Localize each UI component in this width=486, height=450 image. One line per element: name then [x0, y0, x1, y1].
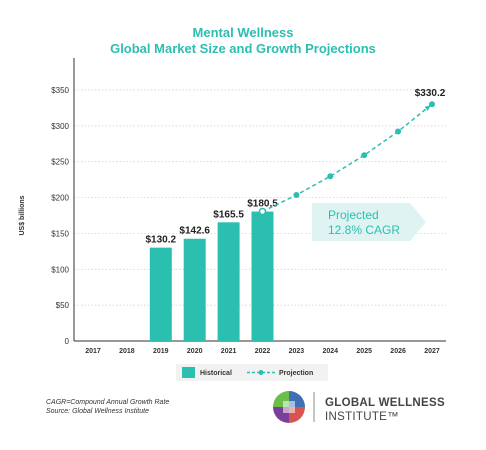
- y-tick-label: 0: [65, 337, 70, 346]
- bar: [183, 238, 206, 341]
- x-tick-label: 2020: [187, 348, 203, 355]
- cagr-callout-line2: 12.8% CAGR: [328, 223, 400, 237]
- bar-data-label: $165.5: [213, 209, 244, 220]
- projection-point: [258, 207, 267, 216]
- projection-point: [361, 152, 368, 159]
- x-tick-label: 2025: [356, 348, 372, 355]
- projection-point: [327, 173, 334, 180]
- brand-name-line2: INSTITUTE™: [325, 411, 399, 423]
- projection-point: [293, 191, 300, 198]
- x-tick-label: 2018: [119, 348, 135, 355]
- x-tick-label: 2022: [255, 348, 271, 355]
- projection-line: [262, 103, 433, 213]
- legend-projection-label: Projection: [279, 370, 313, 377]
- y-axis-label: US$ billions: [19, 195, 26, 235]
- x-tick-label: 2023: [289, 348, 305, 355]
- x-tick-label: 2027: [424, 348, 440, 355]
- legend-projection-marker: [258, 370, 264, 375]
- footnote-source: Source: Global Wellness Institute: [46, 408, 149, 415]
- x-tick-label: 2017: [85, 348, 101, 355]
- y-tick-label: $250: [51, 158, 69, 167]
- x-tick-label: 2024: [323, 348, 339, 355]
- projection-arrowhead: [424, 105, 431, 111]
- footnote-cagr: CAGR=Compound Annual Growth Rate: [46, 399, 170, 406]
- cagr-callout-arrow: [312, 203, 426, 241]
- legend-historical-swatch: [182, 367, 195, 378]
- cagr-callout-line1: Projected: [328, 208, 379, 222]
- bar-data-label: $142.6: [179, 226, 210, 237]
- y-tick-label: $350: [51, 86, 69, 95]
- bar-data-label: $130.2: [146, 235, 177, 246]
- y-tick-label: $200: [51, 194, 69, 203]
- chart-subtitle: Global Market Size and Growth Projection…: [110, 41, 376, 56]
- gwi-logo-icon: [273, 391, 305, 423]
- bar: [149, 247, 172, 341]
- x-tick-label: 2019: [153, 348, 169, 355]
- x-tick-label: 2026: [390, 348, 406, 355]
- y-tick-label: $300: [51, 122, 69, 131]
- bar-data-label: $180.5: [247, 199, 278, 210]
- bar: [251, 211, 274, 341]
- y-tick-label: $150: [51, 229, 69, 238]
- legend-historical-label: Historical: [200, 370, 232, 377]
- projection-point: [429, 101, 435, 108]
- y-tick-label: $50: [56, 301, 70, 310]
- brand-name-line1: GLOBAL WELLNESS: [325, 397, 445, 409]
- chart-title: Mental Wellness: [192, 25, 294, 40]
- y-tick-label: $100: [51, 265, 69, 274]
- bar: [217, 222, 240, 341]
- projection-end-label: $330.2: [415, 88, 446, 99]
- x-tick-label: 2021: [221, 348, 237, 355]
- projection-point: [395, 128, 402, 135]
